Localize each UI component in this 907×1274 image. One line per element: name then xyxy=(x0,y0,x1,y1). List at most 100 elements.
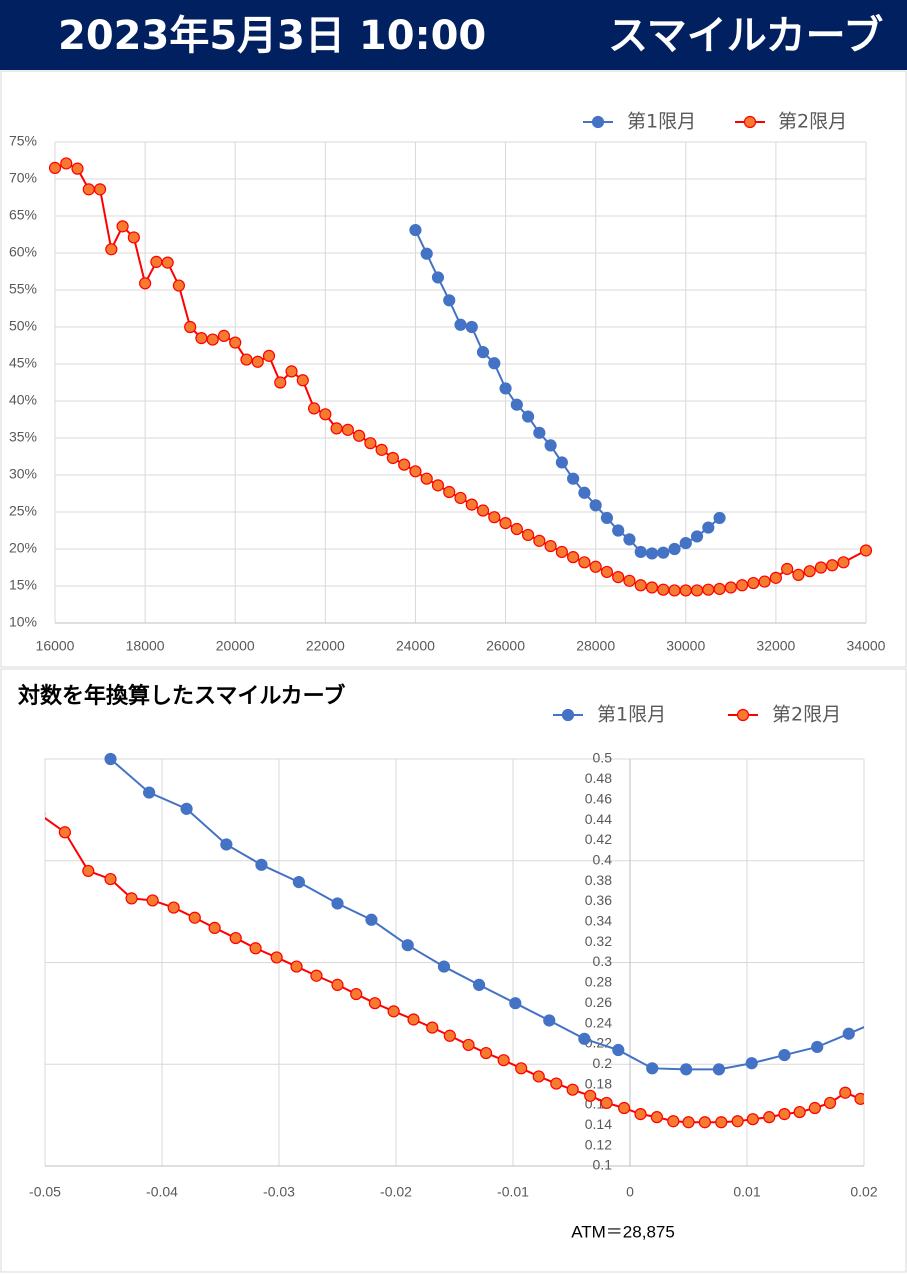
data-point xyxy=(488,511,501,524)
y-tick-label: 65% xyxy=(9,207,37,223)
header-date: 2023年5月3日 10:00 xyxy=(58,13,486,59)
chart-title: 対数を年換算したスマイルカーブ xyxy=(18,683,345,709)
x-tick-label: 22000 xyxy=(306,638,345,654)
y-tick-label: 10% xyxy=(9,614,37,630)
data-point xyxy=(476,346,490,359)
y-tick-label: 0.28 xyxy=(585,974,612,990)
x-tick-label: 32000 xyxy=(756,638,795,654)
data-point xyxy=(589,499,602,512)
y-tick-label: 50% xyxy=(9,318,37,334)
data-point xyxy=(443,294,456,307)
data-point xyxy=(793,1105,806,1119)
data-point xyxy=(612,1043,625,1057)
data-point xyxy=(249,942,262,955)
data-point xyxy=(781,562,794,576)
data-point xyxy=(60,157,73,170)
series-line xyxy=(45,816,861,1124)
y-tick-label: 25% xyxy=(9,503,37,519)
data-point xyxy=(104,752,117,766)
y-tick-label: 0.2 xyxy=(593,1055,613,1071)
data-point xyxy=(407,1013,420,1026)
data-point xyxy=(465,498,478,511)
data-point xyxy=(746,1113,759,1126)
data-point xyxy=(497,1054,510,1067)
data-point xyxy=(533,426,546,439)
data-point xyxy=(515,1062,528,1075)
data-point xyxy=(150,255,163,268)
data-point xyxy=(842,1027,855,1040)
y-tick-label: 0.4 xyxy=(593,851,613,867)
panel xyxy=(0,70,907,668)
data-point xyxy=(690,530,704,543)
data-point xyxy=(462,1038,475,1052)
data-point xyxy=(472,978,486,991)
data-point xyxy=(167,901,180,914)
data-point xyxy=(555,456,568,469)
data-point xyxy=(646,1062,659,1075)
x-tick-label: -0.04 xyxy=(146,1184,178,1200)
data-point xyxy=(510,522,523,536)
data-point xyxy=(509,997,522,1010)
data-point xyxy=(443,485,456,499)
y-tick-label: 20% xyxy=(9,540,37,556)
data-point xyxy=(803,565,816,578)
data-point xyxy=(645,581,659,594)
data-point xyxy=(307,402,321,415)
y-tick-label: 0.18 xyxy=(585,1075,612,1091)
data-point xyxy=(262,349,276,362)
legend-marker xyxy=(561,708,575,722)
data-point xyxy=(116,220,129,233)
data-point xyxy=(715,1116,728,1129)
data-point xyxy=(769,571,782,584)
data-point xyxy=(859,544,873,557)
data-point xyxy=(364,437,377,450)
header-title: スマイルカーブ xyxy=(608,13,883,59)
data-point xyxy=(712,1063,726,1076)
data-point xyxy=(544,439,557,452)
x-tick-label: 34000 xyxy=(847,638,886,654)
x-tick-label: -0.03 xyxy=(263,1184,295,1200)
data-point xyxy=(398,458,411,471)
x-tick-label: 30000 xyxy=(666,638,705,654)
data-point xyxy=(521,528,535,542)
x-tick-label: 28000 xyxy=(576,638,615,654)
data-point xyxy=(811,1040,824,1054)
data-point xyxy=(479,1046,493,1060)
x-tick-label: 0 xyxy=(626,1184,634,1200)
data-point xyxy=(488,357,501,370)
data-point xyxy=(600,1096,613,1110)
data-point xyxy=(499,382,512,395)
data-point xyxy=(510,398,523,411)
data-point xyxy=(532,1070,545,1083)
data-point xyxy=(778,1048,791,1062)
data-point xyxy=(365,913,378,926)
data-point xyxy=(48,161,62,174)
data-point xyxy=(650,1111,664,1124)
x-tick-label: 16000 xyxy=(36,638,75,654)
data-point xyxy=(146,894,159,907)
data-point xyxy=(420,247,433,260)
data-point xyxy=(93,183,107,196)
data-point xyxy=(195,332,208,345)
data-point xyxy=(578,556,591,569)
data-point xyxy=(566,1083,579,1096)
y-tick-label: 0.34 xyxy=(585,913,612,929)
data-point xyxy=(612,571,625,584)
data-point xyxy=(172,279,186,292)
y-tick-label: 15% xyxy=(9,577,37,593)
data-point xyxy=(206,333,219,346)
data-point xyxy=(431,271,445,284)
plot-area xyxy=(48,157,873,597)
data-point xyxy=(499,516,512,530)
data-point xyxy=(387,1005,400,1018)
data-point xyxy=(58,826,71,839)
y-tick-label: 75% xyxy=(9,133,37,149)
y-tick-label: 0.44 xyxy=(585,811,612,827)
data-point xyxy=(623,533,636,546)
data-point xyxy=(668,584,681,597)
data-point xyxy=(82,864,95,878)
data-point xyxy=(139,277,152,290)
data-point xyxy=(375,443,388,456)
data-point xyxy=(465,320,478,334)
